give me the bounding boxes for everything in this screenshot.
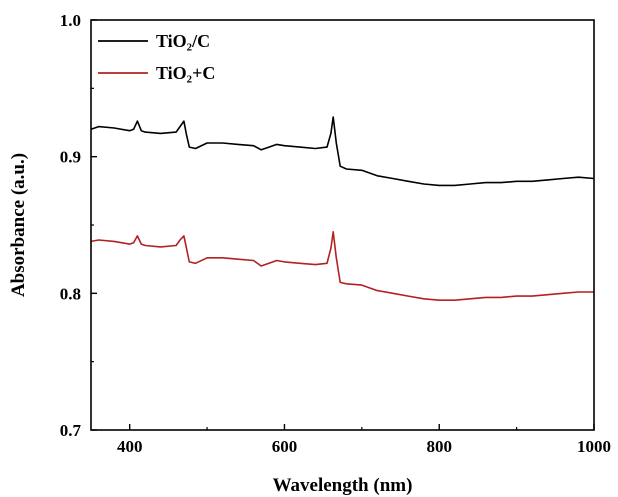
legend: TiO₂/C TiO₂+C [98, 31, 215, 83]
y-tick-label: 0.8 [60, 284, 81, 303]
x-axis-title: Wavelength (nm) [273, 475, 413, 496]
y-tick-label: 0.7 [60, 421, 82, 440]
series-layer [90, 116, 595, 302]
legend-label: TiO₂+C [156, 63, 215, 83]
series-line-2 [90, 231, 594, 302]
y-tick-label: 1.0 [60, 11, 81, 30]
legend-label: TiO₂/C [156, 31, 210, 51]
x-axis-ticks: 400 600 800 1000 [117, 424, 611, 456]
x-tick-label: 800 [426, 437, 452, 456]
y-axis-title: Absorbance (a.u.) [8, 153, 29, 297]
series-line-1 [90, 116, 595, 187]
y-tick-label: 0.9 [60, 148, 81, 167]
x-tick-label: 400 [117, 437, 143, 456]
x-tick-label: 600 [272, 437, 298, 456]
y-axis-ticks: 0.7 0.8 0.9 1.0 [60, 11, 97, 440]
x-tick-label: 1000 [577, 437, 611, 456]
